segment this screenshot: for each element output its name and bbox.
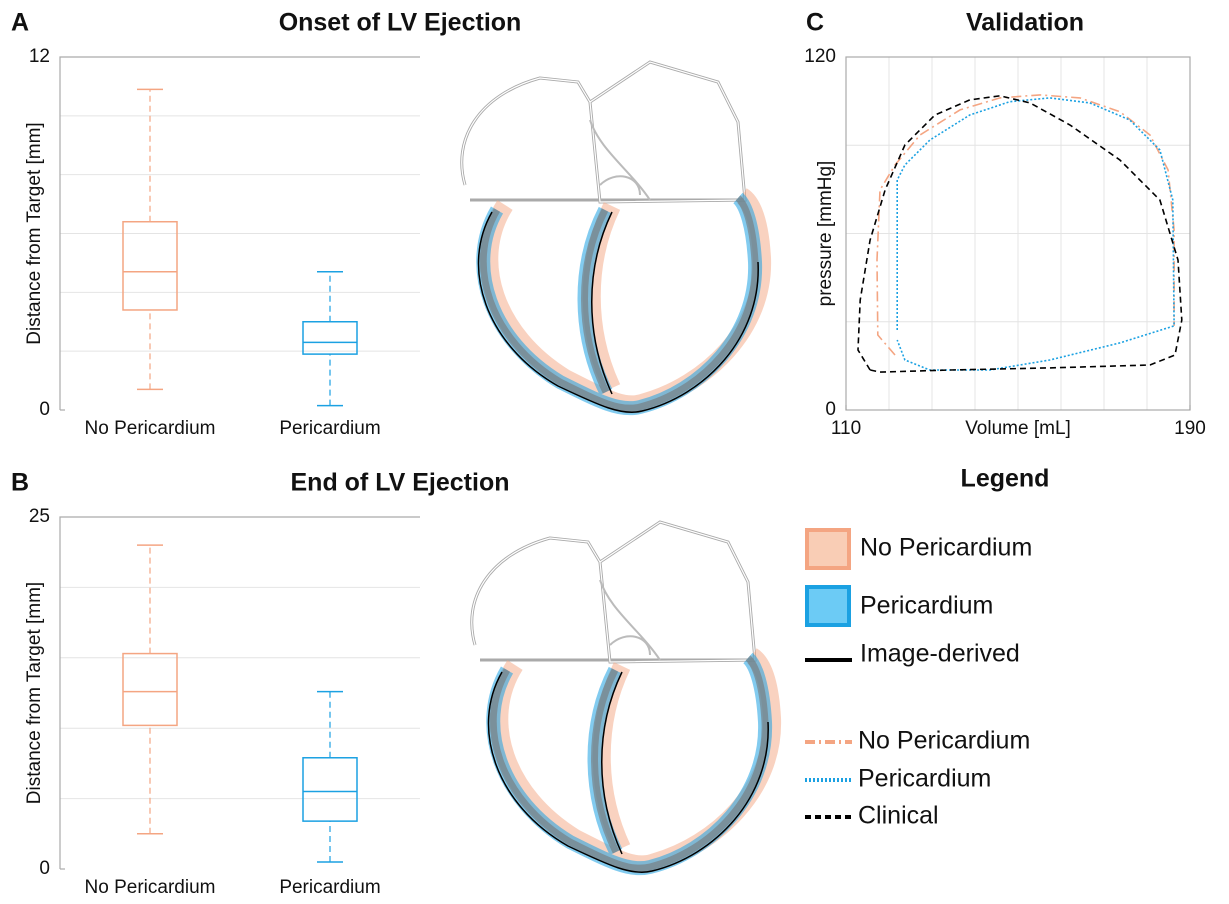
x-tick-label: 190 [1174, 418, 1206, 439]
box [303, 322, 357, 354]
series-line [877, 95, 1174, 355]
legend-swatch [807, 587, 849, 625]
box [303, 758, 357, 821]
legend-label: Image-derived [860, 640, 1020, 668]
chart-title: End of LV Ejection [291, 469, 510, 497]
y-tick-label: 0 [825, 399, 836, 420]
y-tick-label: 12 [29, 46, 50, 67]
legend-label: Pericardium [858, 765, 991, 793]
panel-label: C [806, 9, 824, 37]
x-tick-label: No Pericardium [85, 418, 216, 439]
x-axis-label: Volume [mL] [965, 418, 1071, 439]
chart-title: Onset of LV Ejection [279, 9, 522, 37]
y-axis-label: Distance from Target [mm] [24, 122, 45, 344]
legend-label: No Pericardium [858, 727, 1030, 755]
box [123, 222, 177, 310]
legend-swatch [807, 530, 849, 568]
y-axis-label: pressure [mmHg] [815, 161, 836, 307]
heart-onset [462, 62, 762, 412]
legend-label: Clinical [858, 802, 939, 830]
x-tick-label: No Pericardium [85, 877, 216, 898]
x-tick-label: Pericardium [279, 418, 380, 439]
legend: Legend No Pericardium Pericardium Image-de… [805, 465, 1049, 830]
figure: Legend No Pericardium Pericardium Image-de… [0, 0, 1229, 899]
chart-title: Validation [966, 9, 1084, 37]
heart-end [472, 522, 772, 872]
box [123, 654, 177, 726]
legend-label: No Pericardium [860, 534, 1032, 562]
y-tick-label: 120 [804, 46, 836, 67]
x-tick-label: Pericardium [279, 877, 380, 898]
legend-title: Legend [961, 465, 1050, 493]
y-tick-label: 0 [39, 399, 50, 420]
x-tick-label: 110 [831, 418, 861, 439]
panel-label: B [11, 469, 29, 497]
y-tick-label: 0 [39, 858, 50, 879]
legend-label: Pericardium [860, 592, 993, 620]
y-axis-label: Distance from Target [mm] [24, 582, 45, 804]
y-tick-label: 25 [29, 506, 50, 527]
axis-frame [60, 517, 420, 869]
panel-label: A [11, 9, 29, 37]
